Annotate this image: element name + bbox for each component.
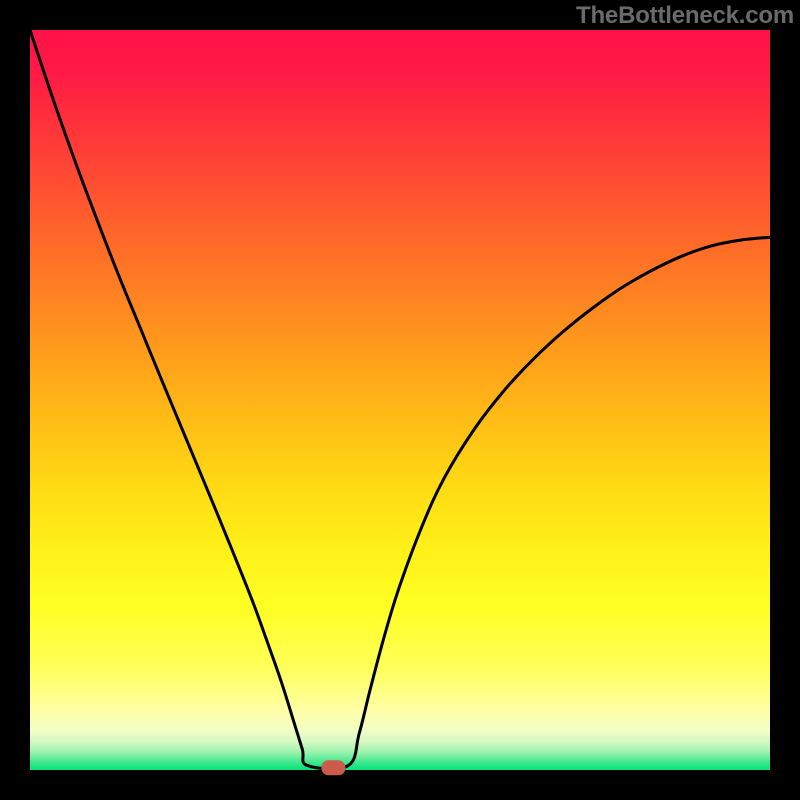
chart-container: TheBottleneck.com bbox=[0, 0, 800, 800]
watermark-text: TheBottleneck.com bbox=[576, 2, 794, 30]
optimal-point-marker bbox=[321, 760, 345, 775]
bottleneck-chart bbox=[0, 0, 800, 800]
plot-background bbox=[30, 30, 770, 770]
